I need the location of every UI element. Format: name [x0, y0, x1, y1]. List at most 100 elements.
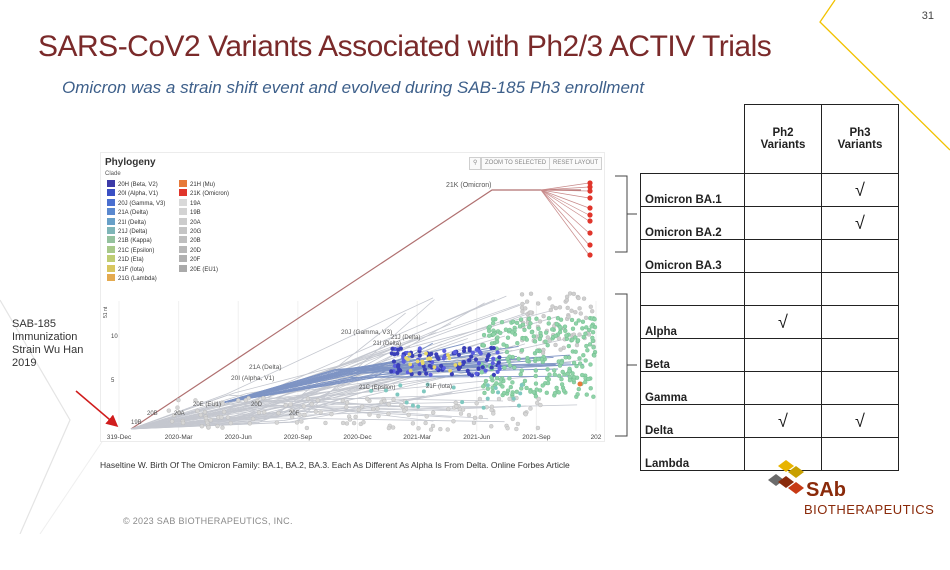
sample-point [416, 404, 421, 409]
legend-item: 20A [179, 217, 201, 227]
y-axis-label: 51 nt [103, 306, 109, 318]
sample-point [490, 389, 495, 394]
sample-point [261, 395, 266, 401]
sample-point [467, 358, 472, 363]
sab-logo: SAb BIOTHERAPEUTICS [768, 456, 938, 526]
sample-point [408, 362, 413, 367]
sample-point [546, 321, 551, 326]
sample-point [505, 335, 511, 340]
reset-layout-button[interactable]: RESET LAYOUT [549, 157, 603, 170]
sample-point [425, 382, 430, 387]
omicron-subbranch [540, 189, 590, 246]
legend-item: 19B [179, 208, 201, 217]
ph2-check-cell: √ [744, 305, 822, 339]
legend-label: 20G [190, 229, 202, 235]
sample-point [505, 356, 510, 361]
sample-point [592, 353, 597, 358]
sample-point [567, 368, 572, 374]
legend-label: 20A [190, 219, 201, 226]
sample-point [545, 367, 550, 372]
sample-point [430, 423, 436, 429]
sample-point [389, 369, 394, 374]
variant-name-cell: Beta [640, 338, 745, 372]
sample-point [516, 356, 521, 361]
sample-point [534, 387, 539, 392]
sample-point [514, 426, 519, 432]
sample-point [556, 390, 561, 395]
sample-point [520, 301, 525, 307]
sample-point [577, 306, 582, 311]
omicron-subbranch [540, 189, 590, 222]
ph3-check-cell: √ [821, 173, 899, 207]
sample-point [550, 304, 555, 309]
sample-point [390, 425, 396, 430]
sample-point [586, 376, 591, 382]
sample-point [199, 424, 205, 429]
sample-point [533, 368, 538, 373]
sample-point [526, 316, 532, 322]
slide-title: SARS-CoV2 Variants Associated with Ph2/3… [38, 30, 772, 63]
sample-point [489, 375, 494, 380]
variant-name-cell: Lambda [640, 437, 745, 471]
sample-point [589, 324, 594, 329]
omicron-subbranch [540, 189, 590, 192]
sample-point [584, 343, 589, 349]
legend-swatch [179, 264, 187, 272]
sample-point [439, 363, 444, 369]
sample-point [353, 414, 358, 419]
legend-label: 21K (Omicron) [190, 191, 230, 198]
sample-point [587, 327, 592, 333]
sample-point [559, 382, 565, 387]
sample-point [442, 354, 447, 359]
sample-point [518, 372, 523, 377]
sample-point [495, 350, 500, 355]
sample-point [581, 334, 586, 340]
sample-point [208, 417, 213, 423]
sample-point [276, 410, 281, 416]
search-icon[interactable]: ⚲ [469, 157, 482, 170]
sample-point [535, 348, 540, 353]
sample-point [554, 321, 559, 327]
sample-point [547, 296, 552, 301]
table-header-ph3: Ph3 Variants [821, 104, 899, 174]
decorative-lines [0, 0, 950, 534]
sample-point [406, 412, 411, 418]
sample-point [545, 335, 550, 340]
legend-item: 21C (Epsilon) [107, 245, 155, 255]
sample-point [540, 350, 546, 356]
sample-point [476, 366, 481, 371]
sample-point [558, 325, 563, 330]
sample-point [415, 359, 420, 364]
sample-point [460, 400, 465, 405]
sample-point [558, 347, 563, 352]
sample-point [528, 406, 533, 411]
legend-item: 21H (Mu) [179, 180, 215, 189]
sample-point [255, 399, 260, 404]
clade-annotation: 20A [174, 411, 185, 417]
sample-point [193, 398, 198, 403]
sample-point [407, 352, 412, 357]
sample-point [592, 317, 597, 322]
legend-item: 20H (Beta, V2) [107, 180, 158, 189]
legend-label: 21C (Epsilon) [118, 247, 155, 254]
sample-point [396, 347, 401, 352]
logo-name-long: BIOTHERAPEUTICS [804, 502, 935, 517]
sample-point [301, 404, 307, 409]
sample-point [487, 324, 492, 329]
tree-branch [130, 302, 485, 430]
sample-point [528, 389, 533, 394]
legend-swatch [179, 236, 187, 244]
variant-name-cell: Alpha [640, 305, 745, 339]
sample-point [545, 380, 551, 386]
sample-point [531, 334, 536, 339]
sample-point [518, 391, 523, 396]
sample-point [315, 398, 320, 403]
tree-branch [130, 404, 460, 430]
sample-point [489, 407, 494, 413]
sample-point [452, 350, 457, 355]
sample-point [523, 412, 528, 417]
sample-point [527, 325, 532, 330]
sample-point [483, 378, 489, 384]
sample-point [511, 319, 516, 324]
sample-point [521, 336, 526, 341]
